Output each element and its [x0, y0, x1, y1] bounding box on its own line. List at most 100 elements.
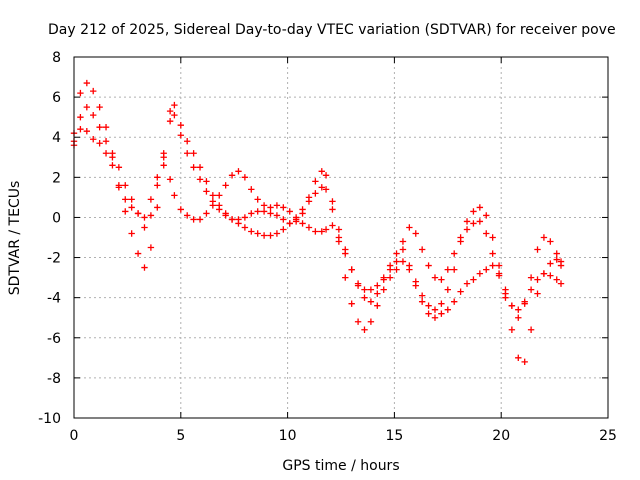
y-tick-label: -2	[47, 251, 61, 267]
data-point	[203, 210, 210, 217]
data-point	[280, 204, 287, 211]
data-point	[425, 262, 432, 269]
data-point	[521, 358, 528, 366]
data-point	[305, 198, 313, 205]
data-point	[361, 294, 368, 301]
data-point	[483, 230, 490, 237]
grid	[74, 57, 608, 418]
data-point	[463, 218, 471, 225]
data-point	[102, 123, 110, 131]
data-point	[557, 280, 565, 287]
data-point	[399, 258, 407, 265]
data-point	[527, 286, 535, 293]
data-point	[241, 224, 249, 231]
data-point	[463, 280, 471, 287]
data-point	[222, 212, 229, 219]
data-point	[177, 121, 184, 129]
data-point	[393, 266, 400, 273]
data-point	[335, 234, 343, 241]
data-point	[470, 208, 477, 215]
data-point	[273, 230, 281, 237]
axis-ticks: 0 5 10 15 20 25 -10 -8 -6 -4 -2 0 2 4 6 8	[38, 50, 617, 444]
data-point	[534, 290, 541, 297]
data-point	[267, 204, 274, 211]
data-point	[267, 210, 274, 217]
data-point	[96, 140, 103, 147]
data-point	[438, 310, 445, 317]
data-point	[128, 196, 135, 203]
data-point	[322, 226, 330, 233]
x-tick-label: 5	[176, 428, 185, 444]
data-point	[399, 246, 407, 253]
y-tick-label: 0	[52, 210, 61, 226]
data-point	[393, 250, 400, 257]
data-point	[190, 164, 197, 171]
data-point	[312, 228, 319, 235]
data-point	[354, 280, 362, 287]
data-point	[451, 298, 458, 305]
data-point	[77, 89, 84, 97]
data-point	[196, 164, 204, 171]
data-point	[386, 266, 394, 273]
data-point	[141, 214, 148, 221]
data-point	[235, 168, 242, 175]
x-tick-label: 0	[70, 428, 79, 444]
data-point	[553, 276, 560, 283]
data-point	[386, 274, 394, 281]
data-point	[399, 238, 407, 245]
data-point	[267, 232, 274, 239]
data-point	[184, 212, 191, 219]
data-point	[254, 196, 261, 203]
data-point	[241, 214, 249, 221]
data-point	[406, 224, 413, 231]
data-point	[305, 224, 313, 231]
data-point	[508, 302, 516, 309]
data-point	[557, 262, 565, 269]
data-point	[109, 150, 116, 157]
data-points	[70, 79, 565, 366]
data-point	[495, 262, 503, 269]
data-point	[451, 250, 458, 257]
data-point	[489, 234, 496, 241]
y-tick-label: -10	[38, 411, 61, 427]
data-point	[299, 210, 306, 217]
data-point	[418, 298, 426, 305]
data-point	[348, 300, 355, 307]
data-point	[96, 103, 103, 111]
data-point	[160, 150, 167, 157]
data-point	[495, 270, 503, 277]
data-point	[190, 216, 197, 223]
data-point	[147, 196, 155, 203]
data-point	[515, 314, 522, 321]
data-point	[444, 286, 451, 293]
data-point	[444, 306, 451, 313]
data-point	[431, 306, 439, 313]
data-point	[483, 266, 490, 273]
data-point	[312, 178, 319, 185]
data-point	[470, 220, 477, 227]
data-point	[77, 126, 84, 133]
data-point	[393, 258, 400, 265]
data-point	[451, 266, 458, 273]
data-point	[457, 288, 464, 295]
data-point	[329, 198, 336, 205]
data-point	[166, 107, 174, 115]
data-point	[342, 274, 349, 281]
data-point	[312, 190, 319, 197]
data-point	[286, 208, 293, 215]
data-point	[547, 260, 554, 267]
data-point	[534, 276, 541, 283]
data-point	[322, 172, 330, 179]
data-point	[248, 186, 255, 193]
data-point	[83, 103, 91, 111]
data-point	[248, 228, 255, 235]
data-point	[260, 202, 268, 209]
data-point	[166, 117, 174, 125]
data-point	[318, 168, 325, 175]
y-tick-label: 6	[52, 90, 61, 106]
data-point	[273, 202, 281, 209]
data-point	[216, 206, 223, 213]
data-point	[515, 306, 522, 313]
data-point	[354, 318, 362, 325]
